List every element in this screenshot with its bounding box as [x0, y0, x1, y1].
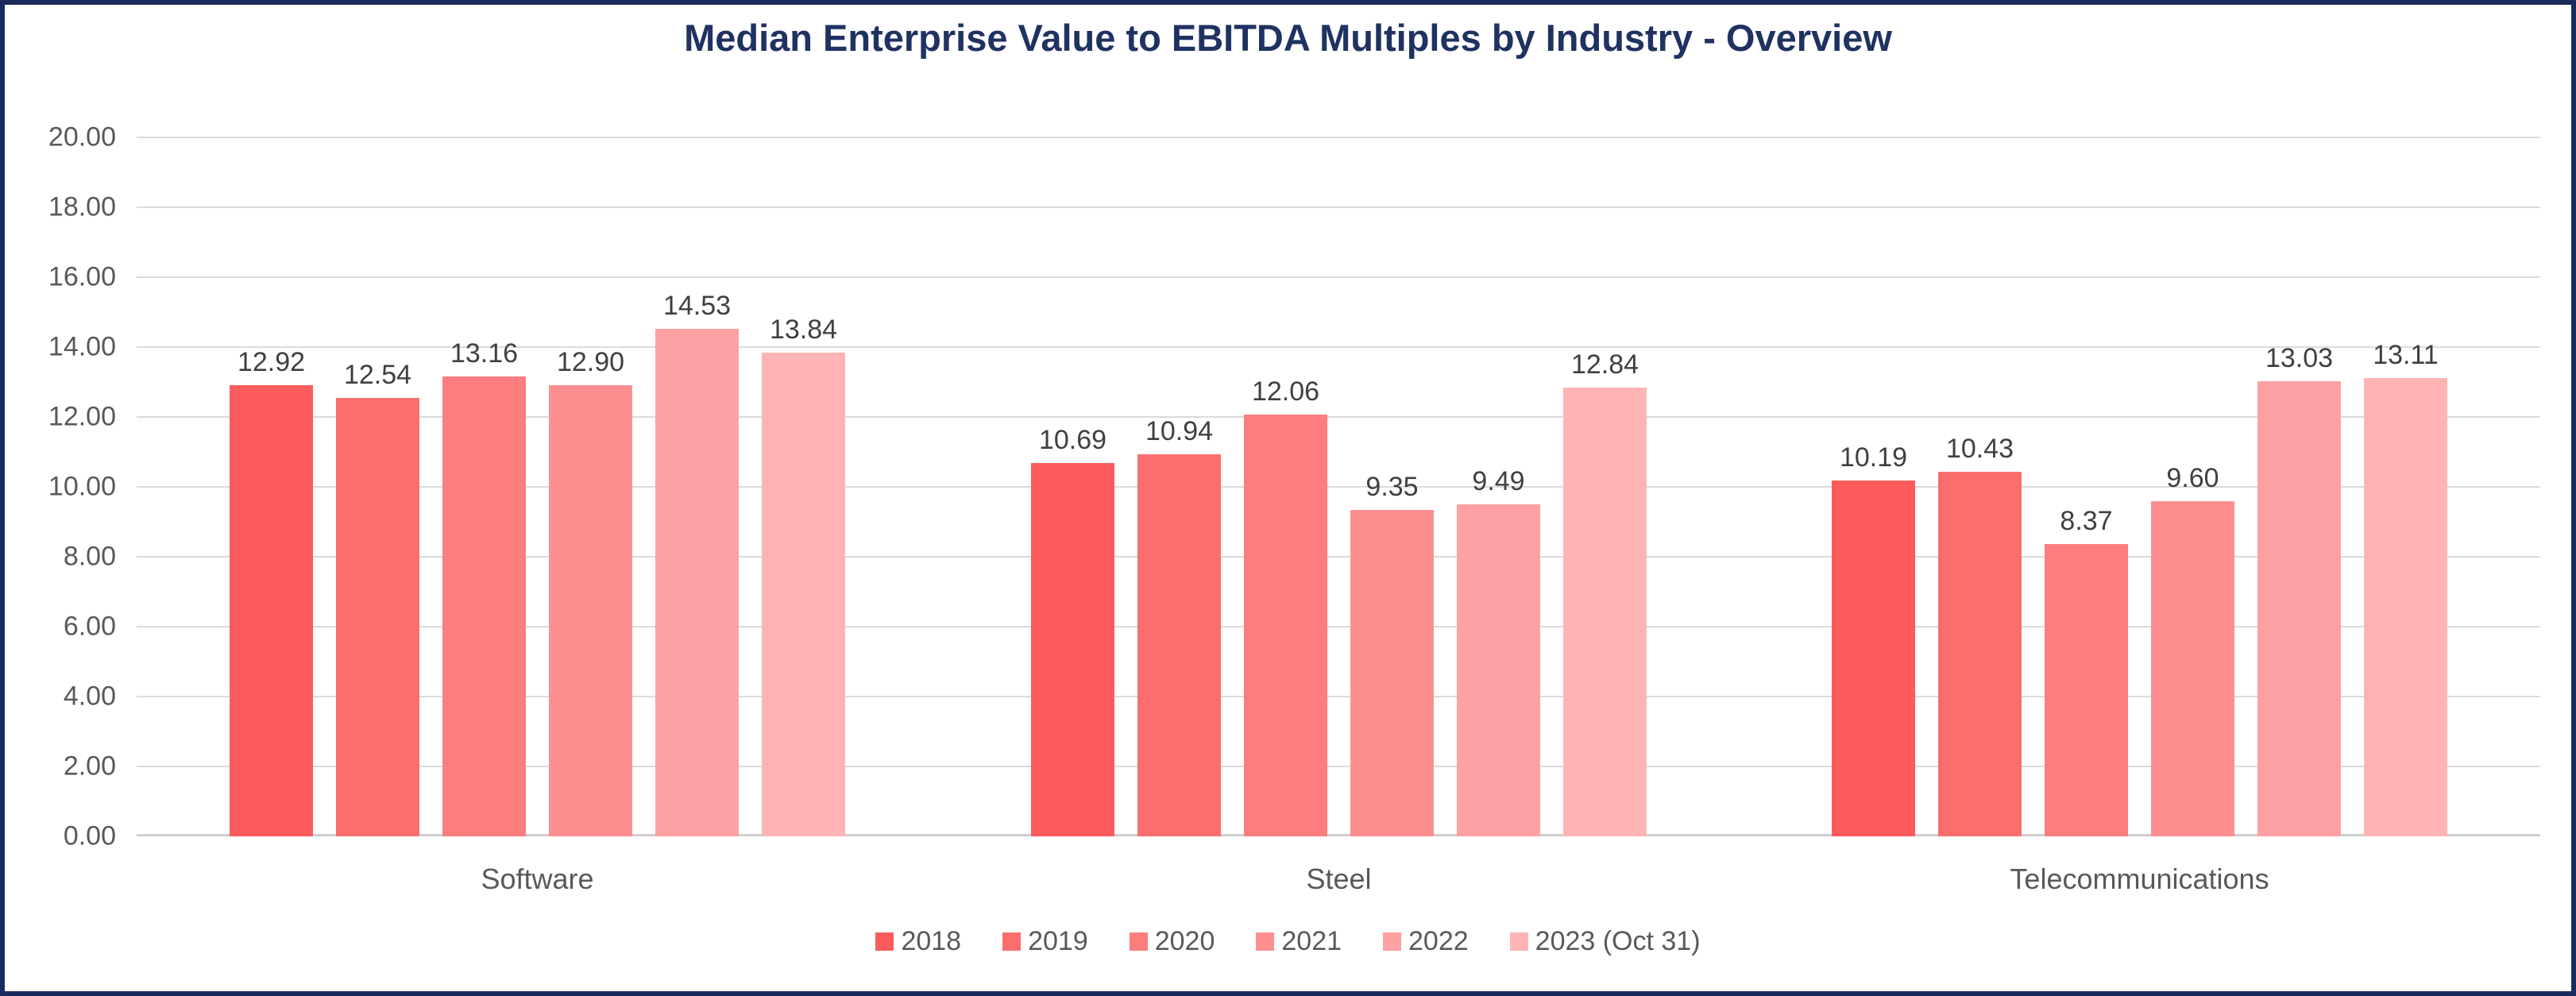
- bar-value-label: 13.84: [769, 315, 838, 345]
- bar-value-label: 9.35: [1365, 472, 1419, 502]
- y-axis-tick-label: 18.00: [48, 191, 116, 222]
- y-axis-tick-label: 10.00: [48, 471, 116, 502]
- bar: 12.92: [230, 347, 313, 836]
- legend: 2018 2019 2020 2021 2022 2023 (Oct 31): [5, 926, 2571, 957]
- legend-swatch-icon: [1002, 932, 1022, 951]
- bar-value-label: 13.03: [2265, 343, 2334, 373]
- gridline: [137, 626, 2540, 627]
- chart-title: Median Enterprise Value to EBITDA Multip…: [684, 17, 1892, 59]
- bar: 8.37: [2045, 506, 2128, 836]
- y-axis-tick-label: 8.00: [63, 541, 116, 572]
- bar-value-label: 9.49: [1472, 466, 1525, 496]
- bar-value-label: 13.16: [450, 338, 519, 369]
- bar-value-label: 12.84: [1570, 349, 1639, 380]
- bar-value-label: 10.43: [1945, 434, 2014, 464]
- gridline: [137, 556, 2540, 558]
- bar-value-label: 12.90: [556, 347, 625, 377]
- bar: 10.69: [1031, 425, 1114, 836]
- gridline: [137, 696, 2540, 697]
- bar-value-label: 12.06: [1251, 376, 1320, 407]
- legend-label: 2021: [1281, 926, 1342, 956]
- legend-item: 2023 (Oct 31): [1509, 926, 1701, 957]
- bar-value-label: 10.69: [1038, 425, 1107, 455]
- category-label: Telecommunications: [2010, 863, 2269, 895]
- y-axis-tick-label: 6.00: [63, 611, 116, 642]
- bar: 10.43: [1938, 434, 2022, 836]
- bar-group-telecommunications: 10.19 10.43 8.37 9.60 13.03 13.11: [1739, 137, 2540, 836]
- bar: 12.06: [1244, 376, 1327, 836]
- y-axis-tick-label: 0.00: [63, 820, 116, 851]
- bar-value-label: 10.94: [1145, 416, 1214, 446]
- category-label: Software: [481, 863, 594, 895]
- y-axis: 0.00 2.00 4.00 6.00 8.00 10.00 12.00 14.00 16.00…: [5, 122, 116, 851]
- bar-value-label: 8.37: [2060, 506, 2113, 536]
- gridline: [137, 207, 2540, 208]
- bar: 13.03: [2257, 343, 2341, 836]
- x-axis-line: [137, 834, 2540, 836]
- bar: 13.16: [442, 338, 526, 836]
- plot-area: 12.92 12.54 13.16 12.90 14.53 13.84 10.69 10.94…: [137, 137, 2540, 836]
- legend-item: 2022: [1383, 926, 1469, 957]
- bar: 13.11: [2364, 340, 2447, 836]
- y-axis-tick-label: 2.00: [63, 751, 116, 782]
- legend-item: 2020: [1129, 926, 1215, 957]
- legend-label: 2023 (Oct 31): [1535, 926, 1701, 956]
- gridline: [137, 486, 2540, 488]
- bar: 12.84: [1563, 349, 1647, 836]
- y-axis-tick-label: 12.00: [48, 401, 116, 432]
- bar-group-steel: 10.69 10.94 12.06 9.35 9.49 12.84: [938, 137, 1740, 836]
- bar: 9.35: [1350, 472, 1434, 836]
- bar-group-software: 12.92 12.54 13.16 12.90 14.53 13.84: [137, 137, 938, 836]
- legend-swatch-icon: [1256, 932, 1275, 951]
- bar-value-label: 10.19: [1839, 442, 1908, 473]
- bar: 9.49: [1457, 466, 1540, 836]
- y-axis-tick-label: 4.00: [63, 681, 116, 712]
- legend-label: 2022: [1408, 926, 1469, 956]
- bar: 13.84: [762, 315, 845, 836]
- bar: 10.19: [1832, 442, 1915, 836]
- bar: 10.94: [1137, 416, 1221, 836]
- y-axis-tick-label: 20.00: [48, 122, 116, 152]
- bar-value-label: 12.92: [237, 347, 306, 377]
- legend-swatch-icon: [1129, 932, 1148, 951]
- bar: 14.53: [655, 291, 739, 836]
- gridline: [137, 766, 2540, 767]
- legend-label: 2019: [1028, 926, 1088, 956]
- legend-item: 2018: [875, 926, 961, 957]
- legend-swatch-icon: [1383, 932, 1402, 951]
- bar: 12.54: [336, 360, 419, 836]
- gridline: [137, 276, 2540, 278]
- gridline: [137, 137, 2540, 138]
- legend-item: 2021: [1256, 926, 1342, 957]
- gridline: [137, 416, 2540, 418]
- category-label: Steel: [1306, 863, 1372, 895]
- gridline: [137, 346, 2540, 348]
- bar: 12.90: [549, 347, 632, 836]
- bar-value-label: 9.60: [2166, 463, 2219, 493]
- legend-item: 2019: [1002, 926, 1088, 957]
- bar-value-label: 13.11: [2373, 340, 2439, 370]
- legend-label: 2018: [901, 926, 962, 956]
- bar: 9.60: [2151, 463, 2234, 836]
- bar-value-label: 12.54: [343, 360, 412, 390]
- legend-label: 2020: [1154, 926, 1215, 956]
- legend-swatch-icon: [875, 932, 894, 951]
- y-axis-tick-label: 14.00: [48, 331, 116, 362]
- y-axis-tick-label: 16.00: [48, 261, 116, 292]
- bar-value-label: 14.53: [662, 291, 732, 321]
- legend-swatch-icon: [1509, 932, 1528, 951]
- x-axis-category-labels: Software Steel Telecommunications: [137, 863, 2540, 902]
